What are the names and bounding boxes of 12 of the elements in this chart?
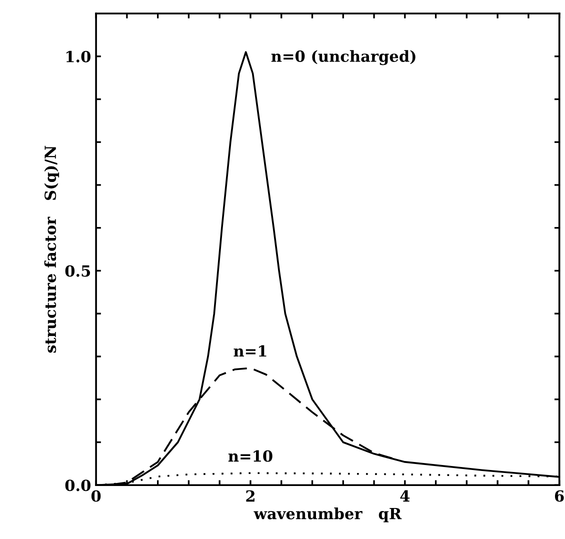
- x-tick-label: 4: [400, 490, 410, 502]
- x-tick-label: 2: [246, 490, 254, 502]
- series-label: n=0 (uncharged): [271, 50, 416, 66]
- y-tick-label: 0.0: [65, 480, 90, 492]
- series-label: n=10: [228, 450, 272, 462]
- x-tick-label: 6: [554, 490, 564, 502]
- x-axis-title: wavenumber qR: [254, 508, 402, 522]
- x-tick-label: 0: [91, 490, 101, 502]
- y-axis-title: structure factor S(q)/N: [44, 146, 60, 353]
- y-tick-label: 0.5: [65, 265, 90, 277]
- y-tick-label: 1.0: [66, 50, 90, 62]
- series-label: n=1: [234, 345, 266, 357]
